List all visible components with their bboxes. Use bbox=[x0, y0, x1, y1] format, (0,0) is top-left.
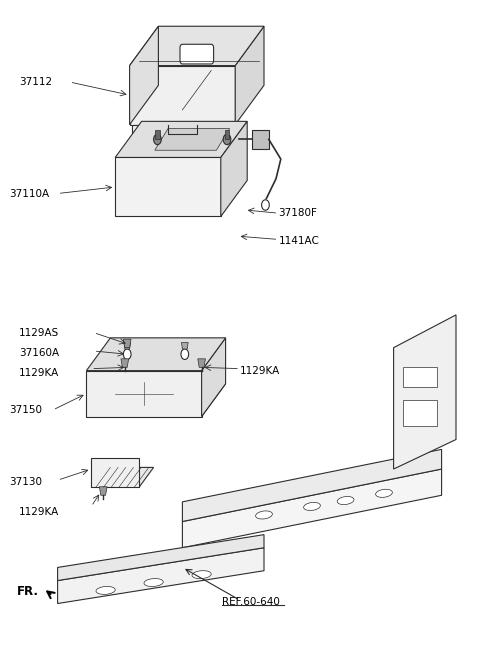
Polygon shape bbox=[155, 129, 229, 150]
Polygon shape bbox=[235, 26, 264, 125]
Text: 37130: 37130 bbox=[10, 476, 43, 487]
Polygon shape bbox=[91, 467, 154, 487]
Circle shape bbox=[181, 349, 189, 359]
Polygon shape bbox=[394, 315, 456, 469]
Polygon shape bbox=[121, 359, 129, 367]
Polygon shape bbox=[182, 449, 442, 522]
Ellipse shape bbox=[192, 571, 211, 579]
Polygon shape bbox=[115, 121, 247, 157]
Polygon shape bbox=[91, 458, 139, 487]
Text: FR.: FR. bbox=[17, 585, 39, 598]
Text: 1129KA: 1129KA bbox=[19, 367, 60, 378]
Circle shape bbox=[223, 134, 231, 144]
Text: 37112: 37112 bbox=[19, 77, 52, 87]
Ellipse shape bbox=[376, 489, 392, 497]
Text: 1141AC: 1141AC bbox=[278, 236, 319, 246]
Circle shape bbox=[154, 134, 161, 144]
Text: 37180F: 37180F bbox=[278, 208, 317, 218]
Polygon shape bbox=[202, 338, 226, 417]
Polygon shape bbox=[86, 371, 202, 417]
Text: 37110A: 37110A bbox=[10, 188, 50, 199]
Ellipse shape bbox=[256, 511, 272, 519]
Text: REF.60-640: REF.60-640 bbox=[222, 597, 280, 607]
Polygon shape bbox=[198, 359, 205, 367]
Polygon shape bbox=[58, 535, 264, 581]
Polygon shape bbox=[181, 342, 188, 349]
Ellipse shape bbox=[96, 586, 115, 594]
Polygon shape bbox=[123, 339, 131, 348]
Polygon shape bbox=[124, 342, 131, 349]
Circle shape bbox=[123, 349, 131, 359]
Ellipse shape bbox=[304, 502, 320, 510]
Polygon shape bbox=[221, 121, 247, 216]
Bar bbox=[252, 129, 269, 150]
Ellipse shape bbox=[144, 579, 163, 586]
Polygon shape bbox=[86, 338, 226, 371]
Polygon shape bbox=[58, 548, 264, 604]
FancyBboxPatch shape bbox=[180, 44, 214, 64]
Bar bbox=[403, 367, 437, 387]
Ellipse shape bbox=[337, 497, 354, 504]
Text: 37160A: 37160A bbox=[19, 348, 60, 358]
Bar bbox=[225, 129, 229, 139]
Polygon shape bbox=[130, 26, 158, 125]
Polygon shape bbox=[130, 66, 235, 125]
Text: 37150: 37150 bbox=[10, 405, 43, 415]
Text: 1129AS: 1129AS bbox=[19, 327, 60, 338]
Text: 1129KA: 1129KA bbox=[240, 365, 280, 376]
Bar bbox=[218, 125, 233, 138]
Polygon shape bbox=[99, 487, 107, 495]
Circle shape bbox=[262, 199, 269, 210]
Text: 1129KA: 1129KA bbox=[19, 506, 60, 517]
Polygon shape bbox=[115, 157, 221, 216]
Bar bbox=[403, 400, 437, 426]
Bar bbox=[155, 129, 160, 139]
Bar bbox=[132, 125, 146, 138]
Polygon shape bbox=[86, 384, 226, 417]
Polygon shape bbox=[130, 26, 264, 66]
Polygon shape bbox=[182, 469, 442, 548]
